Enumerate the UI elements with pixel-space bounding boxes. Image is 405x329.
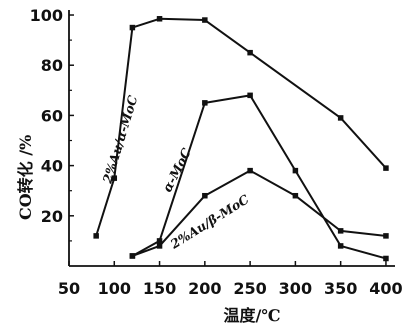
data-point-marker xyxy=(337,243,344,249)
data-point-marker xyxy=(129,253,136,259)
series-lines xyxy=(95,17,387,260)
y-tick-label: 40 xyxy=(41,157,63,176)
data-point-marker xyxy=(156,238,163,244)
data-point-marker xyxy=(111,175,118,181)
series-label-au-beta-moc: 2%Au/β-MoC xyxy=(167,191,252,252)
data-point-marker xyxy=(292,167,299,174)
x-tick-label: 150 xyxy=(143,279,176,298)
data-point-marker xyxy=(202,17,208,23)
y-tick-label: 80 xyxy=(41,56,63,75)
x-tick-label: 400 xyxy=(369,279,402,298)
series-label-au-alpha-moc: 2%Au/α-MoC xyxy=(99,94,140,186)
x-tick-label: 250 xyxy=(233,279,266,298)
data-point-marker xyxy=(383,233,389,239)
data-point-marker xyxy=(292,192,299,199)
data-point-marker xyxy=(337,228,344,234)
x-tick-label: 350 xyxy=(324,279,357,298)
data-point-marker xyxy=(247,167,253,174)
y-tick-label: 100 xyxy=(30,6,63,25)
data-point-marker xyxy=(383,165,389,171)
y-tick-label: 20 xyxy=(41,207,63,226)
data-point-marker xyxy=(247,92,253,99)
y-axis-title: CO转化 /% xyxy=(16,135,35,220)
data-point-marker xyxy=(337,115,344,121)
data-point-marker xyxy=(202,100,208,106)
data-point-marker xyxy=(93,233,99,239)
data-point-marker xyxy=(247,49,253,56)
y-tick-label: 60 xyxy=(41,106,63,125)
series-line-0 xyxy=(95,17,387,237)
data-point-marker xyxy=(383,255,389,262)
ticks: 50 100 150 200 250 300 350 400 20 40 60 80 100 xyxy=(30,6,403,298)
data-point-marker xyxy=(156,16,163,22)
x-tick-label: 200 xyxy=(188,279,221,298)
x-tick-label: 100 xyxy=(98,279,131,298)
data-point-marker xyxy=(129,24,136,31)
x-tick-label: 300 xyxy=(279,279,312,298)
x-tick-label: 50 xyxy=(58,279,80,298)
series-markers xyxy=(93,16,389,262)
x-axis-title: 温度/℃ xyxy=(222,306,280,325)
data-point-marker xyxy=(156,243,163,249)
data-point-marker xyxy=(202,192,208,199)
